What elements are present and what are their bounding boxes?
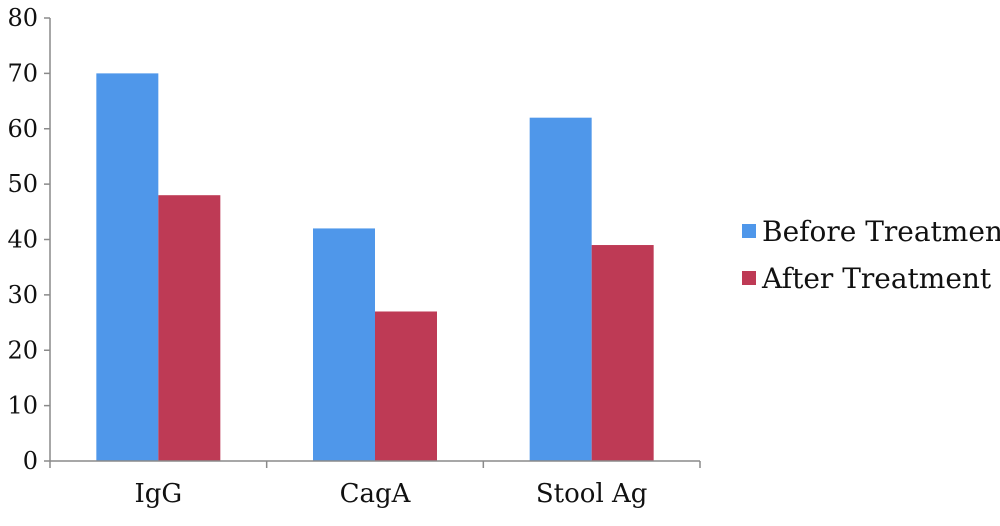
legend-swatch-before-treatment bbox=[742, 224, 756, 238]
x-category-label: IgG bbox=[134, 479, 182, 509]
y-tick-label: 70 bbox=[7, 59, 38, 87]
y-tick-label: 30 bbox=[7, 281, 38, 309]
x-category-label: CagA bbox=[340, 479, 412, 509]
bar-stool-ag-after-treatment bbox=[591, 245, 654, 461]
y-tick-label: 60 bbox=[7, 115, 38, 143]
y-tick-label: 10 bbox=[7, 392, 38, 420]
y-tick-label: 50 bbox=[7, 170, 38, 198]
x-category-label: Stool Ag bbox=[536, 479, 648, 509]
legend-label: Before Treatment bbox=[762, 215, 1000, 248]
legend-label: After Treatment bbox=[761, 262, 992, 295]
bar-stool-ag-before-treatment bbox=[529, 117, 592, 462]
bar-caga-after-treatment bbox=[375, 311, 437, 461]
legend-swatch-after-treatment bbox=[742, 271, 756, 285]
y-tick-label: 80 bbox=[7, 4, 38, 32]
bar-caga-before-treatment bbox=[313, 228, 375, 461]
y-tick-label: 40 bbox=[7, 226, 38, 254]
y-tick-label: 20 bbox=[7, 336, 38, 364]
bars-group bbox=[96, 73, 654, 462]
y-tick-label: 0 bbox=[23, 447, 38, 475]
ticks-group: 0 10 20 30 40 50 60 70 80 bbox=[7, 4, 701, 475]
legend: Before Treatment After Treatment bbox=[742, 215, 1000, 295]
category-labels-group: IgG CagA Stool Ag bbox=[134, 479, 647, 509]
bar-igg-before-treatment bbox=[96, 73, 159, 461]
bar-igg-after-treatment bbox=[158, 195, 221, 461]
